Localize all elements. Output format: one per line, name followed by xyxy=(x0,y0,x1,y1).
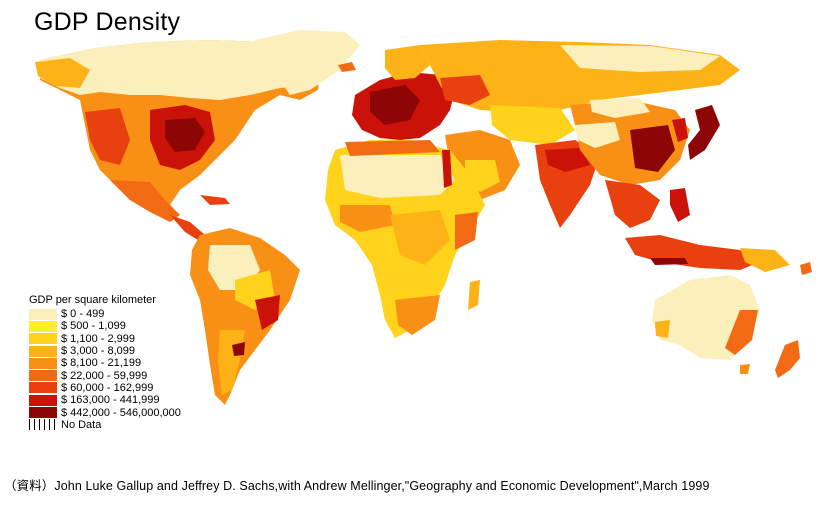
region-philippines xyxy=(670,188,690,222)
legend-label: $ 3,000 - 8,099 xyxy=(61,345,136,358)
region-tibet xyxy=(575,122,620,148)
region-new-zealand xyxy=(775,340,800,378)
legend: GDP per square kilometer $ 0 - 499 $ 500… xyxy=(29,294,181,431)
map-title: GDP Density xyxy=(34,8,181,36)
region-madagascar xyxy=(468,280,480,310)
region-mexico xyxy=(110,180,180,222)
region-south-africa xyxy=(395,295,440,335)
legend-swatch xyxy=(29,407,57,419)
region-nile xyxy=(442,150,452,188)
region-east-africa xyxy=(455,212,478,250)
legend-label: $ 163,000 - 441,999 xyxy=(61,394,160,407)
region-west-africa xyxy=(340,205,395,232)
legend-swatch xyxy=(29,394,57,406)
legend-label: $ 1,100 - 2,999 xyxy=(61,332,136,345)
region-buenos-aires xyxy=(232,342,245,356)
legend-item: $ 8,100 - 21,199 xyxy=(29,357,181,369)
region-iceland xyxy=(338,62,356,72)
region-central-america xyxy=(170,215,205,240)
region-pacific-islands xyxy=(800,262,812,275)
legend-item: $ 1,100 - 2,999 xyxy=(29,333,181,345)
region-alaska xyxy=(35,58,90,88)
legend-item: $ 442,000 - 546,000,000 xyxy=(29,406,181,419)
legend-label: $ 442,000 - 546,000,000 xyxy=(61,406,181,419)
region-india-north xyxy=(545,148,590,172)
legend-item: $ 0 - 499 xyxy=(29,308,181,320)
legend-label: $ 60,000 - 162,999 xyxy=(61,381,154,394)
region-papua xyxy=(740,248,790,272)
region-central-africa xyxy=(390,210,450,265)
region-japan xyxy=(688,105,720,160)
legend-swatch xyxy=(29,333,57,345)
legend-label: $ 500 - 1,099 xyxy=(61,320,126,333)
region-central-asia xyxy=(490,105,575,145)
legend-swatch xyxy=(29,357,57,369)
region-europe-core xyxy=(370,85,420,125)
region-korea xyxy=(672,118,688,142)
region-indonesia xyxy=(625,235,760,270)
legend-item: $ 163,000 - 441,999 xyxy=(29,394,181,406)
legend-swatch xyxy=(29,320,57,332)
region-australia-east xyxy=(725,310,758,355)
region-sahara xyxy=(340,155,455,198)
region-southeast-asia xyxy=(605,180,660,228)
region-java xyxy=(650,258,688,265)
legend-item-no-data: No Data xyxy=(29,419,181,431)
legend-label: $ 0 - 499 xyxy=(61,308,105,321)
legend-item: $ 60,000 - 162,999 xyxy=(29,382,181,394)
region-greenland xyxy=(255,30,360,95)
region-siberia-north xyxy=(560,45,720,72)
legend-label: $ 22,000 - 59,999 xyxy=(61,369,148,382)
region-north-africa-coast xyxy=(345,140,440,156)
region-brazil-southeast xyxy=(255,295,280,330)
region-russia-west xyxy=(440,75,490,105)
region-us-east-core xyxy=(165,118,205,152)
legend-label: $ 8,100 - 21,199 xyxy=(61,357,142,370)
legend-item: $ 500 - 1,099 xyxy=(29,320,181,332)
legend-swatch xyxy=(29,345,57,357)
legend-item: $ 3,000 - 8,099 xyxy=(29,345,181,357)
region-us-west xyxy=(85,108,130,165)
legend-swatch xyxy=(29,370,57,382)
legend-title: GDP per square kilometer xyxy=(29,294,156,306)
legend-label-no-data: No Data xyxy=(61,418,102,431)
region-tasmania xyxy=(740,364,750,374)
region-caribbean xyxy=(200,195,230,205)
no-data-hatch-icon xyxy=(29,419,57,431)
region-australia-southwest xyxy=(655,320,670,338)
legend-item: $ 22,000 - 59,999 xyxy=(29,369,181,382)
legend-swatch xyxy=(29,382,57,394)
region-mongolia xyxy=(590,98,650,118)
region-canada-north xyxy=(40,40,320,100)
region-scandinavia xyxy=(385,45,430,80)
source-credit: （資料）John Luke Gallup and Jeffrey D. Sach… xyxy=(4,479,710,493)
region-china-east xyxy=(630,125,675,172)
legend-swatch xyxy=(29,308,57,320)
